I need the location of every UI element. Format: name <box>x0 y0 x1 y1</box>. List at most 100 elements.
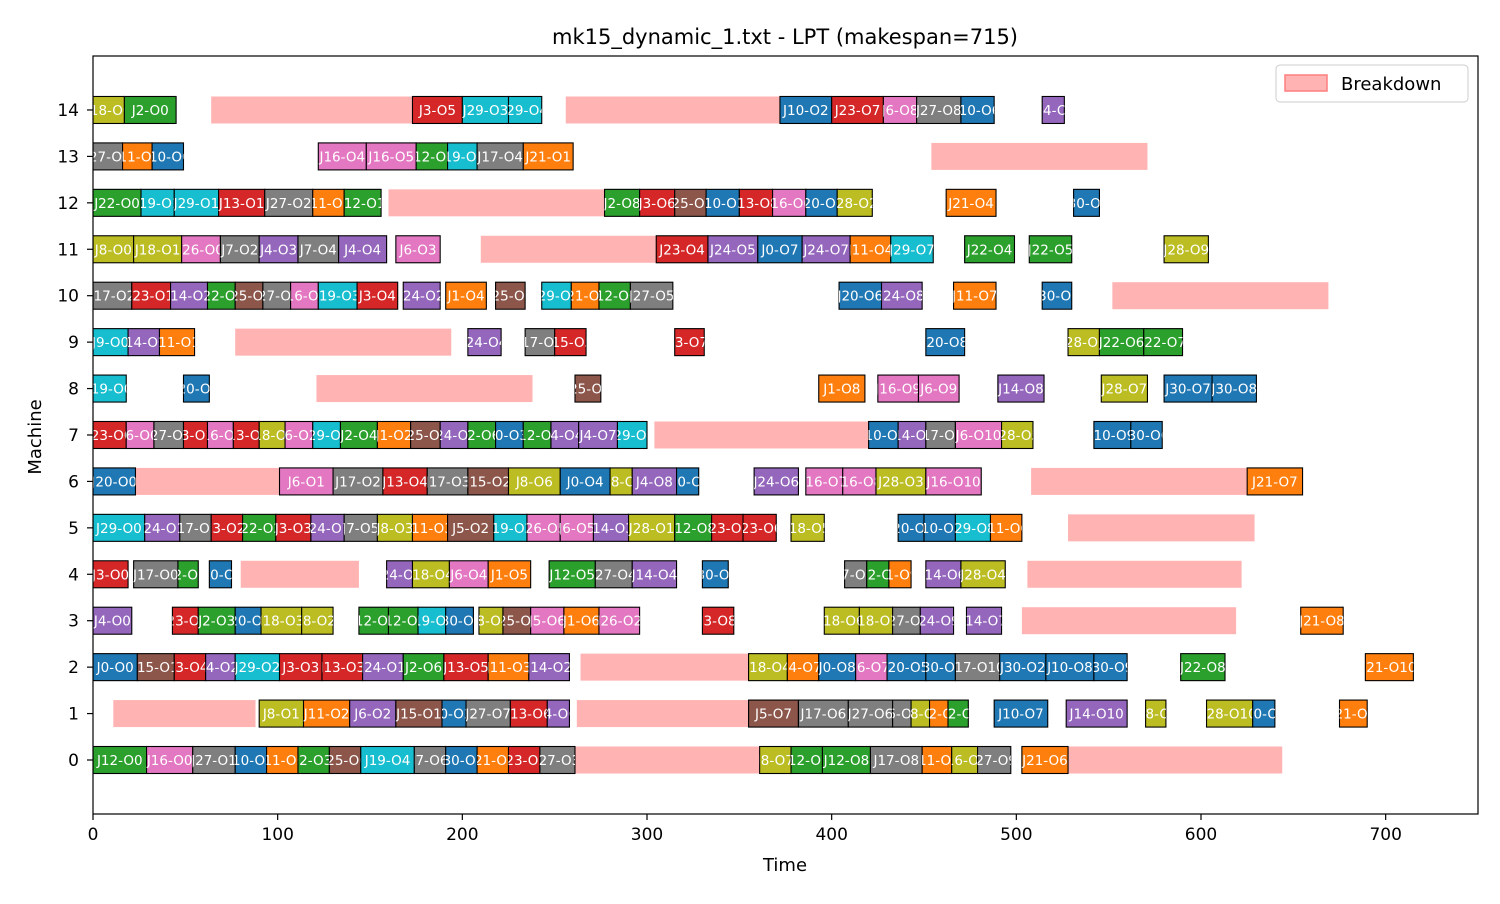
operation-label: J18-O5 <box>784 521 831 537</box>
breakdown-bar <box>1027 560 1242 588</box>
operation-label: J11-O8 <box>913 753 960 769</box>
operation-label: J30-O0 <box>436 614 483 630</box>
operation-label: J28-O6 <box>1060 335 1107 351</box>
operation-bar <box>925 653 956 682</box>
breakdown-bar <box>480 235 657 263</box>
operation-label: J16-O9 <box>941 753 988 769</box>
operation-bar <box>1093 653 1128 682</box>
y-tick-label: 14 <box>57 101 79 121</box>
operation-bar <box>548 560 596 589</box>
operation-bar <box>290 281 319 310</box>
operation-label: J28-O9 <box>1132 707 1179 723</box>
operation-label: J24-O5 <box>709 242 756 258</box>
operation-label: J27-O6 <box>847 707 894 723</box>
operation-label: J19-O6 <box>439 149 486 165</box>
operation-label: J29-O5 <box>608 428 655 444</box>
operation-bar <box>93 606 133 635</box>
operation-label: J2-O4 <box>339 428 377 444</box>
operation-label: J11-O1 <box>305 196 352 212</box>
y-tick-label: 6 <box>68 472 79 492</box>
operation-label: J30-O9 <box>1087 660 1134 676</box>
operation-bar <box>242 513 277 542</box>
operation-bar <box>563 606 600 635</box>
operation-label: J21-O10 <box>1361 660 1416 676</box>
operation-bar <box>349 699 397 728</box>
y-tick-label: 11 <box>57 240 79 260</box>
breakdown-bar <box>654 421 869 449</box>
operation-label: J20-O5 <box>883 660 930 676</box>
operation-label: J22-O2 <box>235 521 282 537</box>
operation-bar <box>219 235 260 264</box>
operation-bar <box>146 745 194 775</box>
operation-label: J29-O8 <box>949 521 996 537</box>
operation-bar <box>1093 420 1132 450</box>
operation-label: J18-O0 <box>85 103 132 119</box>
operation-label: J6-O2 <box>353 707 391 723</box>
operation-bar <box>631 560 678 589</box>
operation-label: J17-O10 <box>949 660 1004 676</box>
operation-label: J14-O6 <box>920 567 967 583</box>
operation-bar <box>382 467 428 496</box>
operation-label: J19-O5 <box>408 614 455 630</box>
operation-bar <box>947 699 969 728</box>
operation-bar <box>524 328 556 357</box>
operation-label: J23-O2 <box>500 753 547 769</box>
operation-label: J12-O8 <box>823 753 870 769</box>
operation-bar <box>495 281 526 310</box>
operation-bar <box>801 235 851 264</box>
operation-label: J11-O2 <box>303 707 350 723</box>
operation-bar <box>218 188 266 217</box>
operation-label: J16-O4 <box>318 149 365 165</box>
operation-label: J12-O9 <box>854 567 901 583</box>
operation-label: J18-O2 <box>248 428 295 444</box>
operation-bar <box>890 235 934 264</box>
operation-label: J27-O0 <box>145 428 192 444</box>
operation-label: J14-O8 <box>997 382 1044 398</box>
operation-bar <box>362 653 404 682</box>
operation-bar <box>753 467 799 496</box>
operation-bar <box>960 560 1006 589</box>
operation-bar <box>711 513 744 542</box>
operation-bar <box>539 745 576 775</box>
operation-label: J3-O3 <box>274 521 312 537</box>
y-tick-label: 2 <box>68 658 79 678</box>
breakdown-bar <box>1031 467 1248 495</box>
operation-bar <box>338 235 388 264</box>
operation-label: J24-O1 <box>359 660 406 676</box>
operation-label: J13-O3 <box>318 660 365 676</box>
operation-label: J6-O7 <box>852 660 890 676</box>
operation-label: J14-O9 <box>1029 103 1076 119</box>
operation-label: J0-O2 <box>434 707 472 723</box>
operation-label: J20-O8 <box>921 335 968 351</box>
operation-bar <box>842 467 877 496</box>
operation-label: J3-O8 <box>699 614 737 630</box>
operation-label: J22-O3 <box>915 707 962 723</box>
operation-bar <box>321 653 364 682</box>
operation-bar <box>443 653 489 682</box>
operation-label: J20-O6 <box>836 289 883 305</box>
operation-label: J10-O7 <box>997 707 1044 723</box>
operation-label: J0-O3 <box>490 428 528 444</box>
x-tick-label: 600 <box>1185 825 1217 845</box>
operation-label: J26-O0 <box>177 242 224 258</box>
operation-label: J17-O2 <box>89 289 136 305</box>
y-tick-label: 4 <box>68 565 79 585</box>
operation-label: J10-O3 <box>699 196 746 212</box>
operation-label: J30-O7 <box>1164 382 1211 398</box>
operation-bar <box>1100 374 1148 403</box>
operation-label: J8-O1 <box>262 707 300 723</box>
operation-bar <box>93 235 135 264</box>
operation-label: J22-O5 <box>1027 242 1074 258</box>
operation-bar <box>570 281 600 310</box>
operation-bar <box>965 606 1003 635</box>
operation-label: J17-O2 <box>334 474 381 490</box>
operation-bar <box>993 699 1049 728</box>
operation-label: J16-O5 <box>367 149 414 165</box>
operation-bar <box>675 467 700 496</box>
operation-label: J11-O7 <box>951 289 998 305</box>
operation-label: J30-O6 <box>692 567 739 583</box>
operation-label: J12-O8 <box>669 521 716 537</box>
operation-bar <box>522 142 574 171</box>
operation-bar <box>530 606 565 635</box>
